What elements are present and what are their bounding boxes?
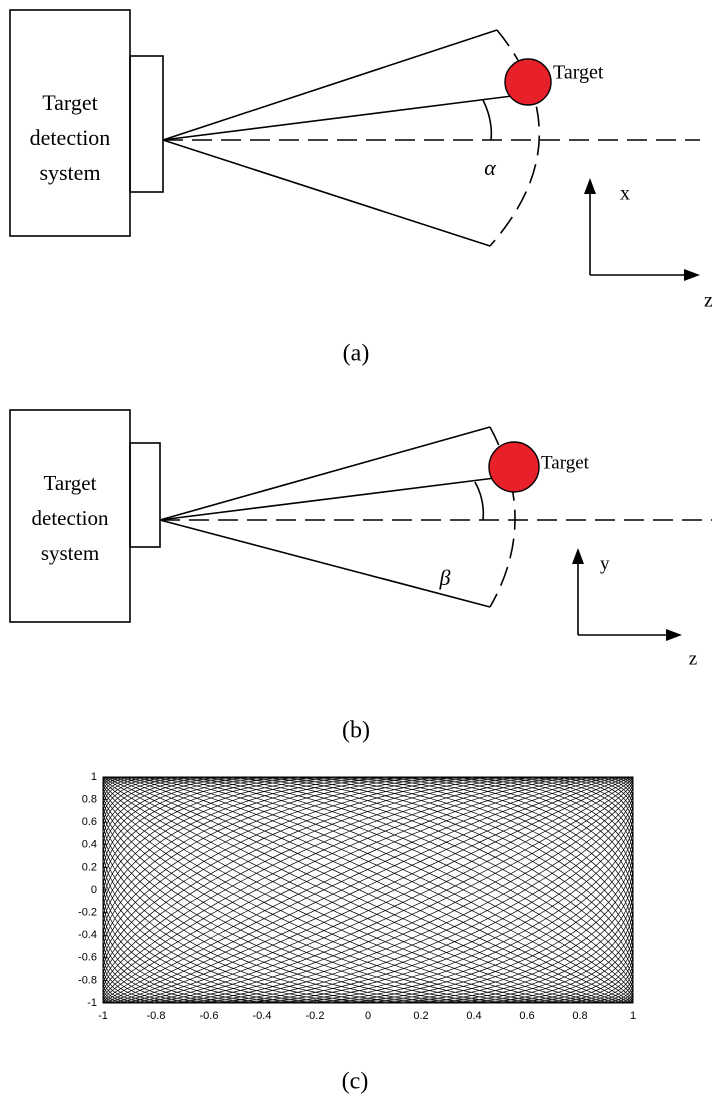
- y-tick-label: -0.6: [78, 952, 97, 964]
- system-box: [10, 10, 130, 236]
- axis-label: y: [600, 553, 610, 574]
- x-tick-label: 0.6: [519, 1010, 534, 1022]
- angle-label: β: [439, 565, 451, 590]
- arrow-head: [572, 548, 584, 564]
- scan-pattern: [103, 777, 633, 1003]
- panel-a: Target detection system Target α x z (a): [10, 10, 712, 367]
- arrow-head: [666, 629, 682, 641]
- plot-frame: [103, 777, 633, 1003]
- y-tick-label: -0.8: [78, 974, 97, 986]
- arrow-head: [684, 269, 700, 281]
- y-tick-label: -0.2: [78, 907, 97, 919]
- angle-arc: [483, 100, 491, 140]
- sensor-box: [130, 56, 163, 192]
- x-tick-label: 0.4: [466, 1010, 481, 1022]
- target: [489, 442, 539, 492]
- system-label: detection: [30, 125, 111, 150]
- target-label: Target: [541, 452, 590, 473]
- axis-label: z: [704, 290, 712, 312]
- sensor-box: [130, 443, 160, 547]
- system-label: Target: [44, 471, 97, 495]
- system-label: detection: [32, 506, 109, 530]
- y-tick-label: 0: [91, 884, 97, 896]
- x-tick-label: -1: [98, 1010, 108, 1022]
- x-tick-label: -0.8: [147, 1010, 166, 1022]
- x-tick-label: 0.2: [413, 1010, 428, 1022]
- beam-edge: [160, 520, 490, 607]
- system-label: system: [41, 541, 99, 565]
- arrow-head: [584, 178, 596, 194]
- y-tick-label: -1: [87, 997, 97, 1009]
- caption: (a): [343, 341, 370, 367]
- angle-label: α: [484, 155, 496, 180]
- y-tick-label: 0.6: [82, 816, 97, 828]
- x-tick-label: 0: [365, 1010, 371, 1022]
- axis-label: z: [689, 648, 697, 669]
- x-tick-label: 0.8: [572, 1010, 587, 1022]
- beam-edge: [163, 140, 490, 246]
- x-tick-label: -0.2: [306, 1010, 325, 1022]
- x-tick-label: -0.4: [253, 1010, 272, 1022]
- x-tick-label: -0.6: [200, 1010, 219, 1022]
- target-line: [160, 478, 495, 520]
- angle-arc: [475, 482, 483, 520]
- y-tick-label: -0.4: [78, 929, 97, 941]
- panel-b: Target detection system Target β y z (b): [10, 410, 712, 744]
- axis-label: x: [620, 183, 630, 205]
- y-tick-label: 0.2: [82, 861, 97, 873]
- figure: Target detection system Target α x z (a)…: [0, 0, 712, 1113]
- target: [505, 59, 551, 105]
- y-tick-label: 1: [91, 771, 97, 783]
- panel-c: (c) -1 -0.8 -0.6 -0.4 -0.2 0 0.2 0.4 0.6 0.8 1 -1 -0…: [78, 771, 636, 1095]
- y-tick-label: 0.8: [82, 794, 97, 806]
- caption: (c): [342, 1069, 369, 1095]
- target-line: [163, 96, 512, 140]
- y-tick-label: 0.4: [82, 839, 97, 851]
- system-label: system: [39, 160, 100, 185]
- beam-edge: [163, 30, 497, 140]
- target-label: Target: [553, 62, 604, 84]
- system-label: Target: [42, 90, 97, 115]
- beam-edge: [160, 427, 490, 520]
- x-tick-label: 1: [630, 1010, 636, 1022]
- caption: (b): [342, 718, 370, 744]
